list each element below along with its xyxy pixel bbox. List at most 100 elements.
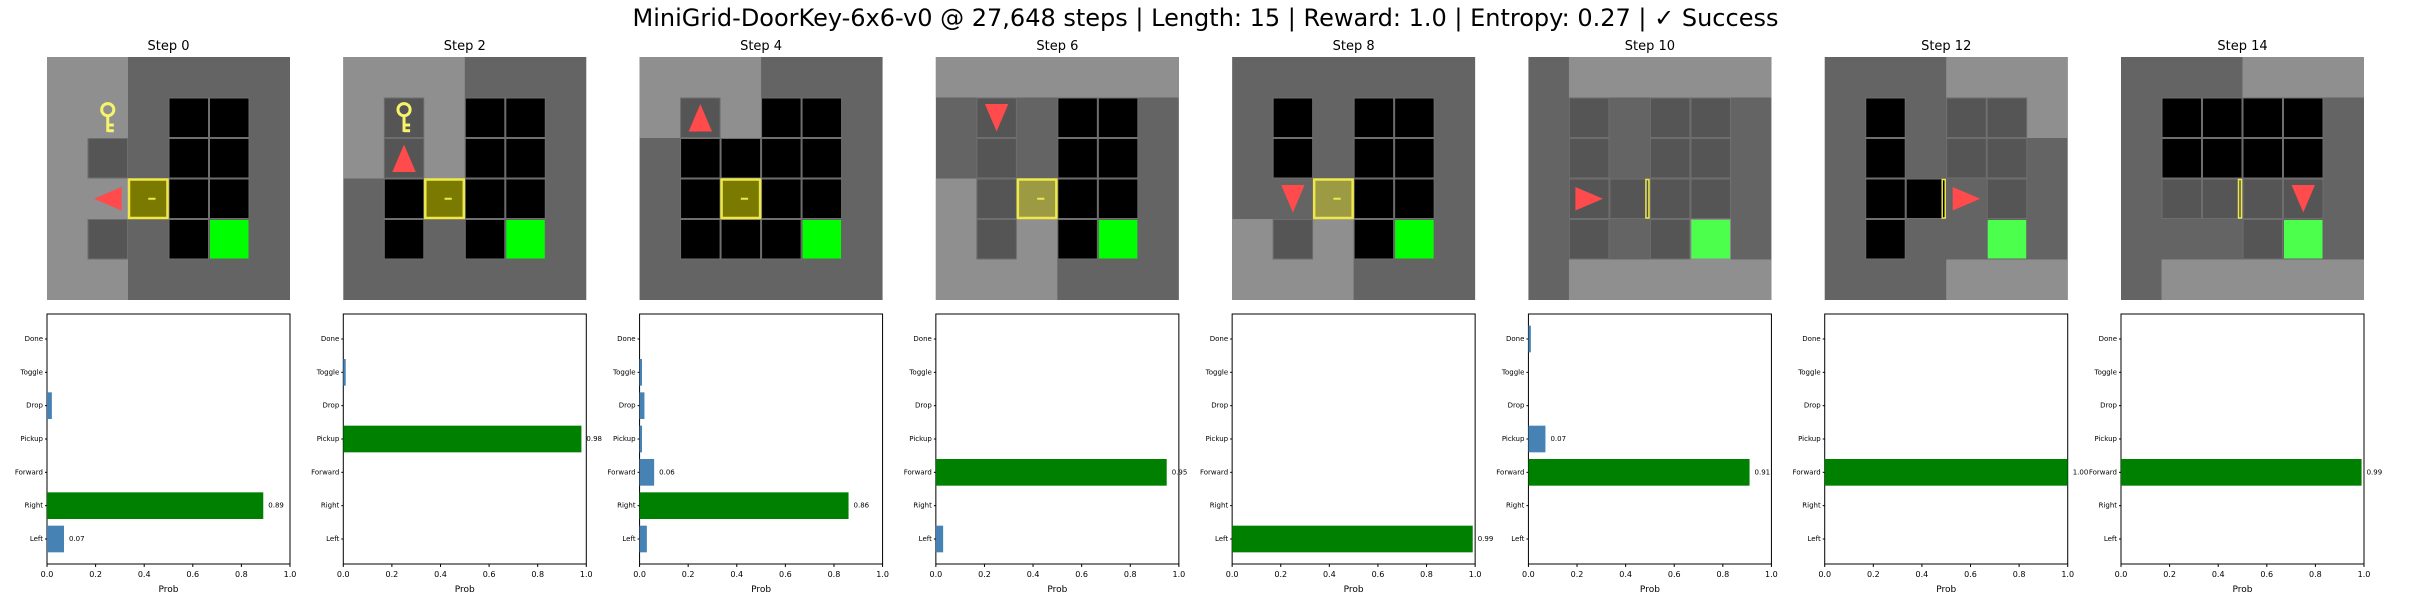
x-tick-label: 0.2 xyxy=(682,570,695,579)
category-label: Drop xyxy=(915,402,932,410)
action-prob-chart: Left 0.99 Right Forward Pickup Drop Toggle Done… xyxy=(1200,313,1493,595)
visible-region xyxy=(2161,259,2364,300)
category-label: Right xyxy=(913,502,932,510)
goal-square-icon xyxy=(1691,220,1730,259)
x-axis-label: Prob xyxy=(455,585,475,595)
floor-cell xyxy=(1690,178,1731,219)
triangle-agent-icon xyxy=(984,103,1009,132)
unseen-cell xyxy=(1865,178,1906,219)
gridworld-view xyxy=(1528,57,1772,300)
floor-cell xyxy=(1649,178,1691,219)
unseen-cell xyxy=(2283,97,2324,138)
category-label: Drop xyxy=(2100,402,2117,410)
goal-square-icon xyxy=(1395,220,1434,259)
panel-title: Step 2 xyxy=(444,39,486,54)
category-label: Pickup xyxy=(1798,435,1821,443)
gridworld-view xyxy=(1824,57,2068,300)
category-label: Pickup xyxy=(1502,435,1525,443)
bar-value-label: 0.06 xyxy=(659,468,675,476)
unseen-cell xyxy=(1353,178,1395,219)
unseen-cell xyxy=(801,178,843,219)
x-tick-label: 0.4 xyxy=(1323,570,1336,579)
x-axis-label: Prob xyxy=(1936,585,1956,595)
unseen-cell xyxy=(383,178,425,219)
gridworld-view xyxy=(639,57,883,300)
category-label: Left xyxy=(2104,535,2117,543)
category-label: Done xyxy=(2099,335,2117,343)
category-label: Right xyxy=(617,502,636,510)
floor-cell xyxy=(1986,178,2028,219)
category-label: Right xyxy=(1210,502,1229,510)
unseen-cell xyxy=(761,178,802,219)
category-label: Pickup xyxy=(317,435,340,443)
x-tick-label: 1.0 xyxy=(1172,570,1185,579)
x-tick-label: 0.8 xyxy=(235,570,248,579)
x-axis-label: Prob xyxy=(2233,585,2253,595)
x-tick-label: 0.0 xyxy=(633,570,646,579)
category-label: Right xyxy=(1506,502,1525,510)
x-tick-label: 0.8 xyxy=(2309,570,2322,579)
floor-cell xyxy=(1946,138,1987,179)
floor-cell xyxy=(87,219,128,260)
unseen-cell xyxy=(761,138,802,179)
bar-value-label: 0.99 xyxy=(2367,468,2383,476)
gridworld-view xyxy=(343,57,587,300)
category-label: Drop xyxy=(322,402,339,410)
x-tick-label: 1.0 xyxy=(2358,570,2371,579)
unseen-cell xyxy=(464,138,506,179)
visible-region xyxy=(2242,57,2364,98)
chart-axes-frame xyxy=(46,313,291,565)
triangle-agent-icon xyxy=(688,103,713,132)
category-label: Toggle xyxy=(316,368,340,376)
action-prob-chart: Left Right Forward 1.00 Pickup Drop Toggle Done… xyxy=(1793,313,2089,595)
floor-cell xyxy=(1649,219,1691,260)
chart-axes-frame xyxy=(1527,313,1772,565)
unseen-cell xyxy=(168,97,209,138)
category-label: Drop xyxy=(1508,402,1525,410)
unseen-cell xyxy=(1272,97,1314,138)
x-axis-label: Prob xyxy=(1047,585,1067,595)
floor-cell xyxy=(1946,97,1987,138)
bar-value-label: 1.00 xyxy=(2073,468,2089,476)
unseen-cell xyxy=(505,138,546,179)
unseen-cell xyxy=(720,138,762,179)
x-tick-label: 0.8 xyxy=(1124,570,1137,579)
triangle-agent-icon xyxy=(1952,187,1981,211)
x-tick-label: 0.2 xyxy=(386,570,399,579)
x-tick-label: 0.0 xyxy=(1226,570,1239,579)
unseen-cell xyxy=(2202,138,2243,179)
category-label: Drop xyxy=(619,402,636,410)
bar-drop xyxy=(639,392,645,419)
visible-region xyxy=(1568,57,1772,98)
x-tick-label: 0.0 xyxy=(2115,570,2128,579)
x-tick-label: 1.0 xyxy=(1469,570,1482,579)
category-label: Drop xyxy=(1211,402,1228,410)
unseen-cell xyxy=(1905,178,1947,219)
category-label: Toggle xyxy=(1205,368,1229,376)
x-tick-label: 1.0 xyxy=(2061,570,2074,579)
x-tick-label: 0.0 xyxy=(1818,570,1831,579)
action-prob-chart: Left Right Forward Pickup 0.98 Drop Toggle Done… xyxy=(311,313,602,595)
unseen-cell xyxy=(1353,138,1395,179)
category-label: Forward xyxy=(15,468,43,476)
bar-value-label: 0.07 xyxy=(69,535,85,543)
floor-cell xyxy=(2202,178,2243,219)
goal-square-icon xyxy=(506,220,545,259)
x-tick-label: 0.8 xyxy=(531,570,544,579)
unseen-cell xyxy=(2242,138,2283,179)
category-label: Toggle xyxy=(1501,368,1525,376)
unseen-cell xyxy=(209,97,250,138)
unseen-cell xyxy=(1057,219,1098,260)
panel-title: Step 12 xyxy=(1921,39,1971,54)
category-label: Pickup xyxy=(909,435,932,443)
x-tick-label: 0.6 xyxy=(2260,570,2273,579)
action-prob-chart: Left 0.07 Right 0.89 Forward Pickup Drop Toggle… xyxy=(15,313,296,595)
unseen-cell xyxy=(2161,97,2202,138)
floor-cell xyxy=(1272,219,1314,260)
unseen-cell xyxy=(680,219,721,260)
category-label: Done xyxy=(617,335,635,343)
unseen-cell xyxy=(1057,97,1098,138)
unseen-cell xyxy=(168,138,209,179)
chart-axes-frame xyxy=(935,313,1180,565)
